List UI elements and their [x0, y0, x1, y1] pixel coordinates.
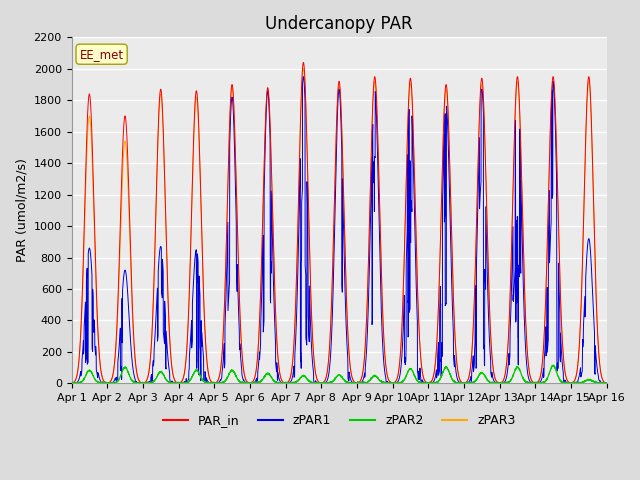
Title: Undercanopy PAR: Undercanopy PAR [265, 15, 413, 33]
Y-axis label: PAR (umol/m2/s): PAR (umol/m2/s) [15, 158, 28, 262]
Text: EE_met: EE_met [79, 48, 124, 60]
Legend: PAR_in, zPAR1, zPAR2, zPAR3: PAR_in, zPAR1, zPAR2, zPAR3 [157, 409, 520, 432]
